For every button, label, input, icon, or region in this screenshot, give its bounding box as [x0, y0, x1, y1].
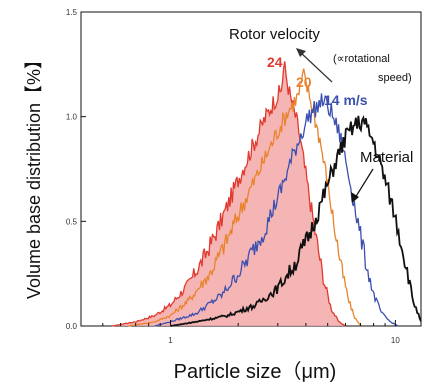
material-arrow [354, 168, 374, 199]
rotor-velocity-arrowhead [296, 48, 306, 57]
series-fills [112, 61, 346, 327]
series-lines [111, 61, 422, 327]
x-axis-title: Particle size（μm) [174, 360, 337, 383]
series-label-20: 20 [296, 74, 312, 90]
series-line-3 [170, 115, 422, 327]
y-tick-label: 0.0 [66, 322, 78, 331]
y-tick-label: 1.0 [66, 113, 78, 122]
series-fill-0 [112, 61, 346, 327]
rotor-velocity-note-line1: (∝rotational [333, 53, 390, 65]
material-label: Material [360, 149, 413, 166]
x-axis-ticks: 1 10 [80, 320, 400, 345]
series-label-14: 14 m/s [324, 92, 368, 108]
y-tick-label: 1.5 [66, 8, 78, 17]
series-line-2 [154, 93, 399, 327]
y-tick-label: 0.5 [66, 217, 78, 226]
series-line-0 [111, 61, 346, 327]
material-arrowhead [351, 192, 359, 203]
y-axis-ticks: 0.0 0.5 1.0 1.5 [66, 8, 86, 331]
x-tick-label: 1 [168, 336, 173, 345]
rotor-velocity-note-line2: speed) [378, 72, 412, 84]
rotor-velocity-title: Rotor velocity [229, 26, 320, 43]
y-axis-title: Volume base distribution【%】 [24, 51, 44, 299]
series-label-24: 24 [267, 54, 283, 70]
series-line-1 [128, 68, 362, 327]
rotor-velocity-arrow [299, 51, 333, 83]
x-tick-label: 10 [391, 336, 400, 345]
